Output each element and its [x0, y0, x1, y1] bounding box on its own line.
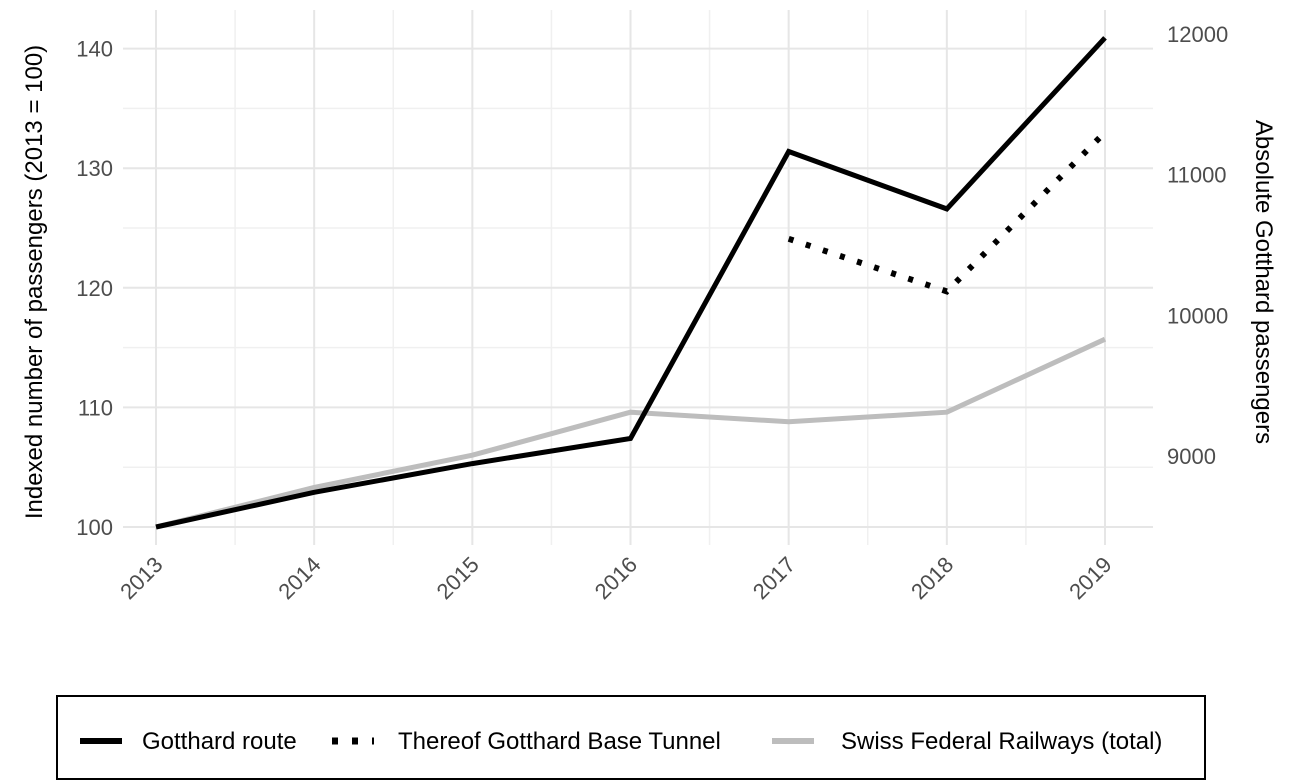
series-line-gotthard-route	[155, 36, 1107, 530]
series-line-swiss-federal-railways-total	[155, 336, 1107, 530]
y-tick-label-left: 140	[76, 37, 113, 62]
series-line-thereof-gotthard-base-tunnel	[787, 130, 1108, 295]
y-tick-label-right: 12000	[1167, 22, 1228, 47]
legend-label-2: Thereof Gotthard Base Tunnel	[398, 728, 721, 755]
x-tick-label: 2017	[748, 552, 800, 604]
y-tick-label-left: 120	[76, 276, 113, 301]
x-tick-label: 2016	[590, 552, 642, 604]
y-axis-title-left: Indexed number of passengers (2013 = 100…	[21, 45, 48, 519]
y-axis-title-right: Absolute Gotthard passengers	[1250, 120, 1277, 444]
grid-minor	[123, 10, 1153, 545]
x-tick-label: 2014	[273, 552, 325, 604]
legend-box	[56, 695, 1206, 780]
legend-label-3: Swiss Federal Railways (total)	[841, 728, 1162, 755]
y-tick-label-left: 130	[76, 156, 113, 181]
x-tick-label: 2015	[432, 552, 484, 604]
legend: Gotthard route Thereof Gotthard Base Tunn…	[56, 695, 1206, 780]
series-lines	[155, 36, 1108, 530]
right-axis-ticks: 9000 10000 11000 12000	[1167, 22, 1228, 469]
x-tick-label: 2018	[906, 552, 958, 604]
y-tick-label-left: 110	[78, 395, 113, 420]
y-tick-label-right: 11000	[1167, 163, 1227, 188]
legend-label-1: Gotthard route	[142, 728, 297, 755]
y-tick-label-right: 9000	[1167, 444, 1216, 469]
grid-major	[123, 10, 1153, 545]
x-tick-label: 2019	[1064, 552, 1116, 604]
y-tick-label-right: 10000	[1167, 303, 1228, 328]
y-tick-label-left: 100	[76, 515, 113, 540]
x-tick-label: 2013	[115, 552, 167, 604]
left-axis-ticks: 100 110 120 130 140	[76, 37, 113, 540]
x-axis-ticks: 2013 2014 2015 2016 2017 2018 2019	[115, 552, 1116, 604]
